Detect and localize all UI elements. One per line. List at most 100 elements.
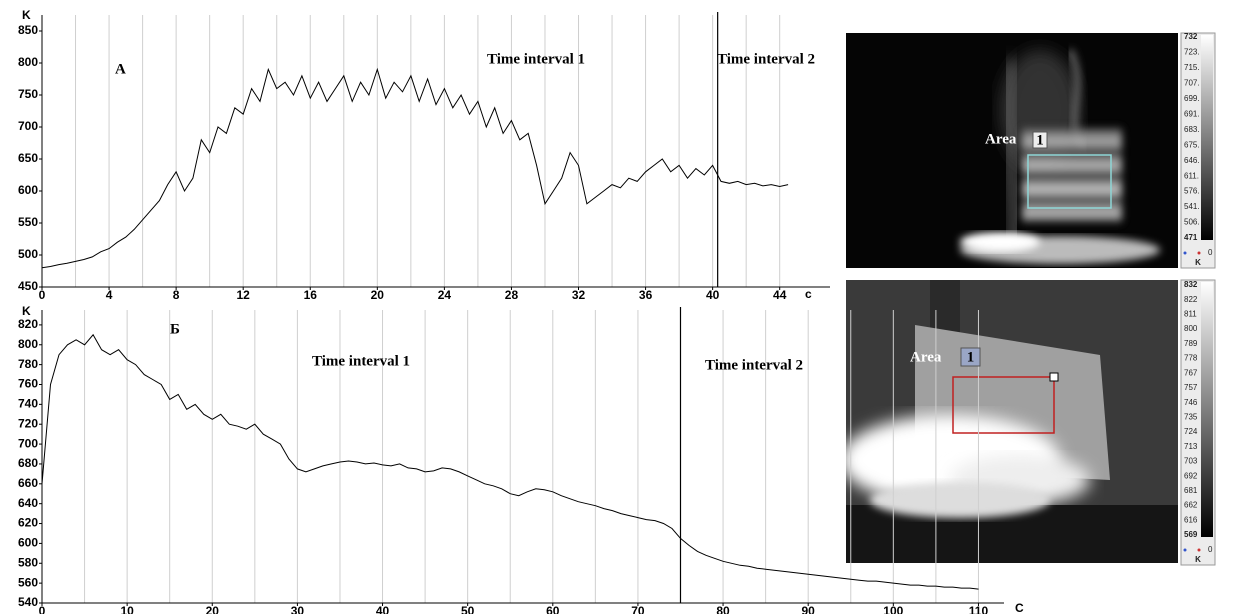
scale-label: 691.	[1184, 109, 1200, 118]
color-scale-bar	[1201, 282, 1213, 537]
y-tick-label: 820	[18, 317, 38, 331]
annotation: Time interval 1	[487, 51, 585, 67]
x-tick-label: 12	[237, 288, 251, 302]
scale-label: 832	[1184, 280, 1198, 289]
area-label: Area	[985, 131, 1017, 147]
area-label: Area	[910, 349, 942, 365]
scale-label: 811	[1184, 310, 1197, 319]
y-tick-label: 540	[18, 595, 38, 609]
x-tick-label: 0	[39, 288, 46, 302]
y-tick-label: 660	[18, 476, 38, 490]
scale-label: 723.	[1184, 48, 1200, 57]
x-tick-label: 16	[304, 288, 318, 302]
scale-label: 715.	[1184, 63, 1200, 72]
x-tick-label: 0	[39, 604, 46, 614]
y-tick-label: 800	[18, 337, 38, 351]
x-tick-label: 30	[291, 604, 305, 614]
y-tick-label: 740	[18, 397, 38, 411]
thermal-image-bottom	[840, 280, 1178, 563]
x-tick-label: 8	[173, 288, 180, 302]
scale-label: 767	[1184, 368, 1198, 377]
scale-label: 735	[1184, 412, 1198, 421]
scale-label: 576.	[1184, 187, 1200, 196]
area-number: 1	[967, 349, 975, 365]
annotation: Б	[170, 321, 180, 337]
y-tick-label: 720	[18, 416, 38, 430]
scale-label: 692	[1184, 471, 1198, 480]
y-tick-label: 750	[18, 87, 38, 101]
scale-label: 800	[1184, 324, 1198, 333]
scale-label: 569	[1184, 530, 1198, 539]
scale-label: 541.	[1184, 202, 1200, 211]
x-tick-label: 28	[505, 288, 519, 302]
x-axis-label: C	[1015, 601, 1024, 614]
scale-label: 662	[1184, 501, 1198, 510]
scale-label: 732	[1184, 32, 1198, 41]
scale-label: 683.	[1184, 125, 1200, 134]
scale-dot	[1197, 251, 1201, 255]
y-tick-label: 500	[18, 247, 38, 261]
x-tick-label: 40	[376, 604, 390, 614]
y-tick-label: 600	[18, 536, 38, 550]
annotation: A	[115, 61, 126, 77]
scale-dot	[1197, 548, 1201, 552]
scale-label: 713	[1184, 442, 1198, 451]
data-line	[41, 67, 789, 269]
x-tick-label: 90	[802, 604, 816, 614]
scale-dot	[1183, 548, 1187, 552]
scale-label: 681	[1184, 486, 1198, 495]
y-tick-label: 700	[18, 436, 38, 450]
thermal-image-top	[846, 33, 1178, 268]
x-tick-label: 70	[631, 604, 645, 614]
scale-label: 757	[1184, 383, 1198, 392]
area-number-box	[1032, 131, 1048, 149]
scale-label: 675.	[1184, 140, 1200, 149]
y-tick-label: 650	[18, 151, 38, 165]
area-number-box	[960, 347, 981, 367]
x-tick-label: 24	[438, 288, 452, 302]
color-scale-bar	[1201, 35, 1213, 240]
annotation: Time interval 2	[717, 51, 815, 67]
scale-unit: K	[1195, 555, 1201, 564]
scale-label: 703	[1184, 457, 1198, 466]
y-tick-label: 550	[18, 215, 38, 229]
x-tick-label: 36	[639, 288, 653, 302]
x-tick-label: 50	[461, 604, 475, 614]
y-tick-label: 600	[18, 183, 38, 197]
y-tick-label: 850	[18, 23, 38, 37]
annotation: Time interval 1	[312, 353, 410, 369]
x-tick-label: 40	[706, 288, 720, 302]
scale-label: 616	[1184, 515, 1198, 524]
y-axis-label: K	[22, 8, 31, 22]
scale-label: 789	[1184, 339, 1198, 348]
y-tick-label: 700	[18, 119, 38, 133]
scale-label: 724	[1184, 427, 1198, 436]
x-tick-label: 110	[969, 604, 989, 614]
scale-label: 471	[1184, 233, 1198, 242]
scale-footer: 0	[1208, 545, 1213, 554]
y-tick-label: 680	[18, 456, 38, 470]
x-tick-label: 20	[206, 604, 220, 614]
y-axis-label: K	[22, 304, 31, 318]
scale-label: 778	[1184, 354, 1198, 363]
x-tick-label: 80	[716, 604, 730, 614]
y-tick-label: 640	[18, 496, 38, 510]
x-tick-label: 44	[773, 288, 787, 302]
y-tick-label: 450	[18, 279, 38, 293]
scale-label: 822	[1184, 295, 1198, 304]
x-tick-label: 20	[371, 288, 385, 302]
area-number: 1	[1036, 132, 1044, 148]
x-axis-label: c	[805, 287, 812, 301]
y-tick-label: 560	[18, 575, 38, 589]
scale-footer: 0	[1208, 248, 1213, 257]
data-line	[41, 333, 979, 590]
x-tick-label: 60	[546, 604, 560, 614]
scale-label: 707.	[1184, 78, 1200, 87]
y-tick-label: 760	[18, 377, 38, 391]
scale-unit: K	[1195, 258, 1201, 267]
scale-label: 746	[1184, 398, 1198, 407]
scale-label: 646.	[1184, 156, 1200, 165]
scale-label: 506.	[1184, 218, 1200, 227]
x-tick-label: 4	[106, 288, 113, 302]
